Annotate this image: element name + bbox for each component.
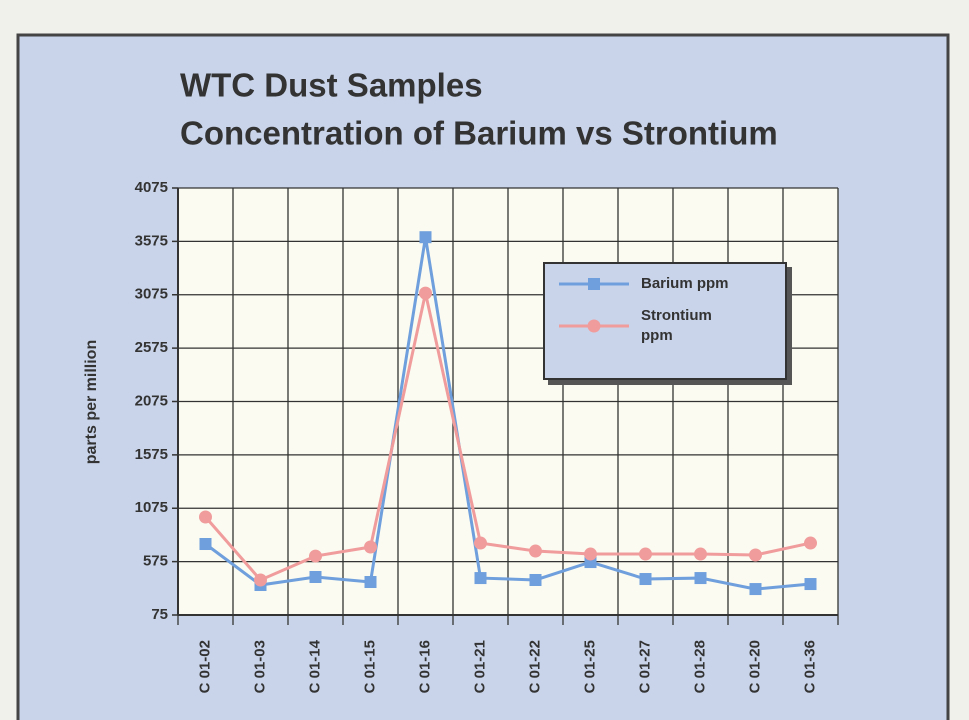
x-tick-label: C 01-15 — [361, 640, 378, 693]
series-line — [204, 236, 811, 591]
x-tick-label: C 01-22 — [526, 640, 543, 693]
x-tick-label: C 01-02 — [196, 640, 213, 693]
point — [749, 583, 762, 596]
x-tick-label: C 01-20 — [746, 640, 763, 693]
point — [364, 540, 377, 554]
point — [584, 547, 597, 561]
chart-title: WTC Dust Samples — [180, 67, 483, 104]
x-tick-label: C 01-25 — [581, 640, 598, 693]
point — [309, 549, 322, 563]
x-tick-label: C 01-27 — [636, 640, 653, 693]
x-tick-label: C 01-36 — [801, 640, 818, 693]
point — [529, 573, 542, 586]
x-tick-label: C 01-03 — [251, 640, 268, 693]
y-tick-label: 4075 — [135, 179, 168, 196]
point — [694, 547, 707, 561]
point — [804, 578, 817, 591]
point — [419, 231, 432, 244]
point — [199, 538, 212, 551]
x-tick-label: C 01-14 — [306, 639, 323, 693]
y-tick-label: 3075 — [135, 286, 168, 303]
series-line — [204, 292, 811, 582]
point — [694, 572, 707, 585]
y-tick-label: 75 — [151, 606, 168, 623]
point — [749, 548, 762, 562]
point — [364, 576, 377, 589]
legend-swatch — [559, 278, 629, 290]
legend-entry: Barium ppm — [559, 274, 771, 294]
legend-marker — [588, 278, 600, 290]
point — [254, 573, 267, 587]
y-axis-label: parts per million — [83, 340, 100, 464]
point — [639, 547, 652, 561]
x-tick-label: C 01-16 — [416, 640, 433, 693]
point — [529, 544, 542, 558]
point — [474, 572, 487, 585]
legend-label: Barium ppm — [641, 275, 729, 292]
x-tick-label: C 01-28 — [691, 640, 708, 693]
legend-swatch — [559, 319, 629, 333]
point — [309, 570, 322, 583]
point — [639, 573, 652, 586]
point — [199, 510, 212, 524]
y-tick-label: 575 — [143, 553, 168, 570]
legend-entry: Strontium ppm — [559, 306, 771, 346]
y-tick-label: 2075 — [135, 392, 168, 409]
legend: Barium ppm Strontium ppm — [543, 262, 787, 380]
x-tick-label: C 01-21 — [471, 640, 488, 693]
point — [419, 286, 432, 300]
chart-subtitle: Concentration of Barium vs Strontium — [180, 115, 778, 152]
y-tick-label: 1075 — [135, 499, 168, 516]
y-tick-label: 2575 — [135, 339, 168, 356]
point — [804, 536, 817, 550]
legend-label: Strontium ppm — [641, 307, 712, 344]
y-tick-label: 3575 — [135, 232, 168, 249]
point — [474, 536, 487, 550]
y-tick-label: 1575 — [135, 446, 168, 463]
legend-marker — [587, 319, 601, 333]
